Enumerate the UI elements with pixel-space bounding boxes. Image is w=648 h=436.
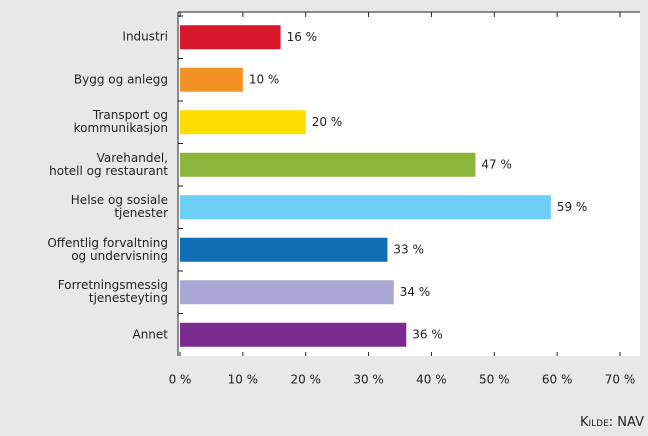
- value-label: 34 %: [400, 285, 431, 299]
- plot-area: [178, 12, 640, 356]
- category-label: Forretningsmessig tjenesteyting: [57, 278, 168, 306]
- category-label: Annet: [132, 327, 168, 342]
- bar: [180, 237, 388, 262]
- bar: [180, 152, 476, 177]
- bar: [180, 67, 243, 92]
- category-label: Industri: [122, 29, 168, 44]
- bar: [180, 280, 394, 305]
- x-tick-label: 0 %: [169, 373, 192, 387]
- x-tick-label: 20 %: [290, 373, 321, 387]
- x-tick-label: 60 %: [542, 373, 573, 387]
- category-label: Offentlig forvaltning og undervisning: [47, 235, 168, 263]
- category-label: Transport og kommunikasjon: [73, 108, 168, 136]
- value-label: 10 %: [249, 72, 280, 86]
- bar: [180, 110, 306, 135]
- x-tick-label: 50 %: [479, 373, 510, 387]
- value-label: 47 %: [481, 157, 512, 171]
- x-tick-label: 10 %: [228, 373, 259, 387]
- value-label: 59 %: [557, 200, 588, 214]
- bar: [180, 195, 551, 220]
- value-label: 36 %: [412, 327, 443, 341]
- value-label: 33 %: [393, 242, 424, 256]
- bar: [180, 322, 407, 347]
- value-label: 20 %: [312, 115, 343, 129]
- category-label: Varehandel, hotell og restaurant: [49, 150, 168, 178]
- category-label: Helse og sosiale tjenester: [70, 193, 168, 221]
- bar: [180, 25, 281, 50]
- category-label: Bygg og anlegg: [73, 72, 168, 87]
- value-label: 16 %: [287, 30, 318, 44]
- x-tick-label: 40 %: [416, 373, 447, 387]
- x-tick-label: 30 %: [353, 373, 384, 387]
- source: Kilde: NAV: [579, 415, 644, 430]
- x-tick-label: 70 %: [605, 373, 636, 387]
